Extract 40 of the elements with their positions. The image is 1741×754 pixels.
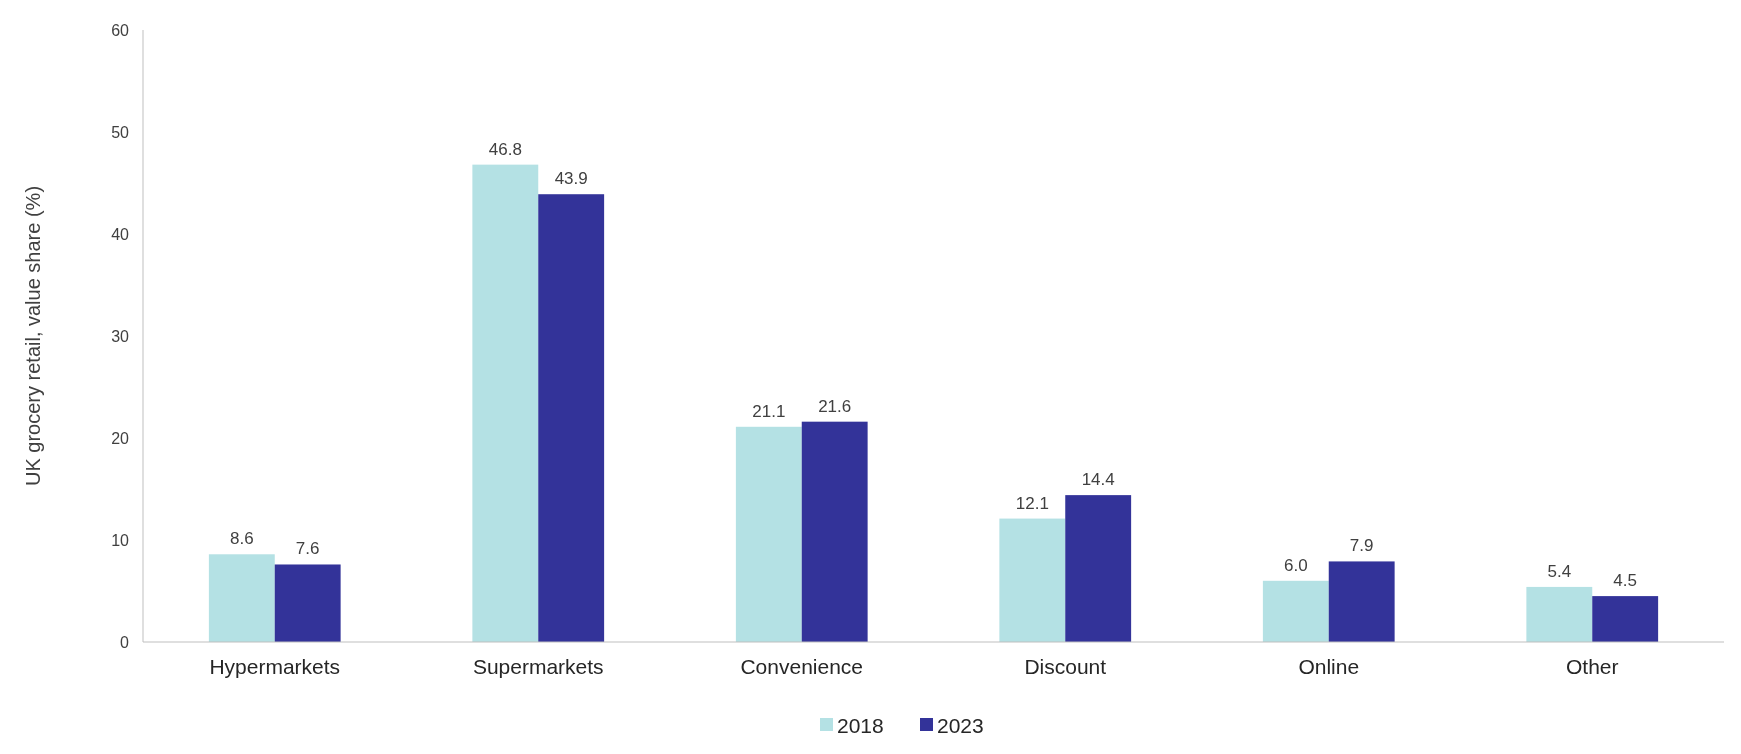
data-label: 7.6 xyxy=(295,539,320,559)
y-tick-label: 10 xyxy=(111,531,130,549)
legend-label: 2023 xyxy=(937,714,984,738)
data-label: 12.1 xyxy=(1015,493,1049,513)
y-axis-title: UK grocery retail, value share (%) xyxy=(22,185,44,487)
data-label: 8.6 xyxy=(229,529,254,549)
bar xyxy=(274,564,341,642)
x-tick-label: Other xyxy=(1565,655,1619,678)
bar xyxy=(1065,495,1132,642)
legend-label: 2018 xyxy=(837,714,884,738)
bar xyxy=(801,421,868,642)
data-label: 5.4 xyxy=(1547,561,1572,581)
bar xyxy=(999,518,1066,642)
data-label: 4.5 xyxy=(1613,571,1638,591)
bar xyxy=(1592,596,1659,642)
y-tick-label: 30 xyxy=(111,327,130,345)
data-label: 21.6 xyxy=(818,396,852,416)
bar xyxy=(1526,586,1593,642)
y-tick-label: 0 xyxy=(120,633,130,651)
data-label: 46.8 xyxy=(488,139,522,159)
bar xyxy=(735,426,802,642)
data-label: 7.9 xyxy=(1349,536,1374,556)
bar xyxy=(472,164,539,642)
y-tick-label: 50 xyxy=(111,123,130,141)
bar xyxy=(1262,580,1329,642)
x-tick-label: Discount xyxy=(1024,655,1107,678)
x-tick-label: Supermarkets xyxy=(472,655,604,678)
x-tick-label: Online xyxy=(1298,655,1360,678)
data-label: 6.0 xyxy=(1283,555,1308,575)
y-tick-label: 40 xyxy=(111,225,130,243)
y-tick-label: 60 xyxy=(111,21,130,39)
bar xyxy=(208,554,275,642)
bar xyxy=(538,194,605,642)
y-tick-label: 20 xyxy=(111,429,130,447)
x-tick-label: Hypermarkets xyxy=(209,655,341,678)
bar xyxy=(1328,561,1395,642)
data-label: 43.9 xyxy=(554,169,588,189)
x-tick-label: Convenience xyxy=(740,655,864,678)
data-label: 14.4 xyxy=(1081,470,1115,490)
data-label: 21.1 xyxy=(752,401,786,421)
